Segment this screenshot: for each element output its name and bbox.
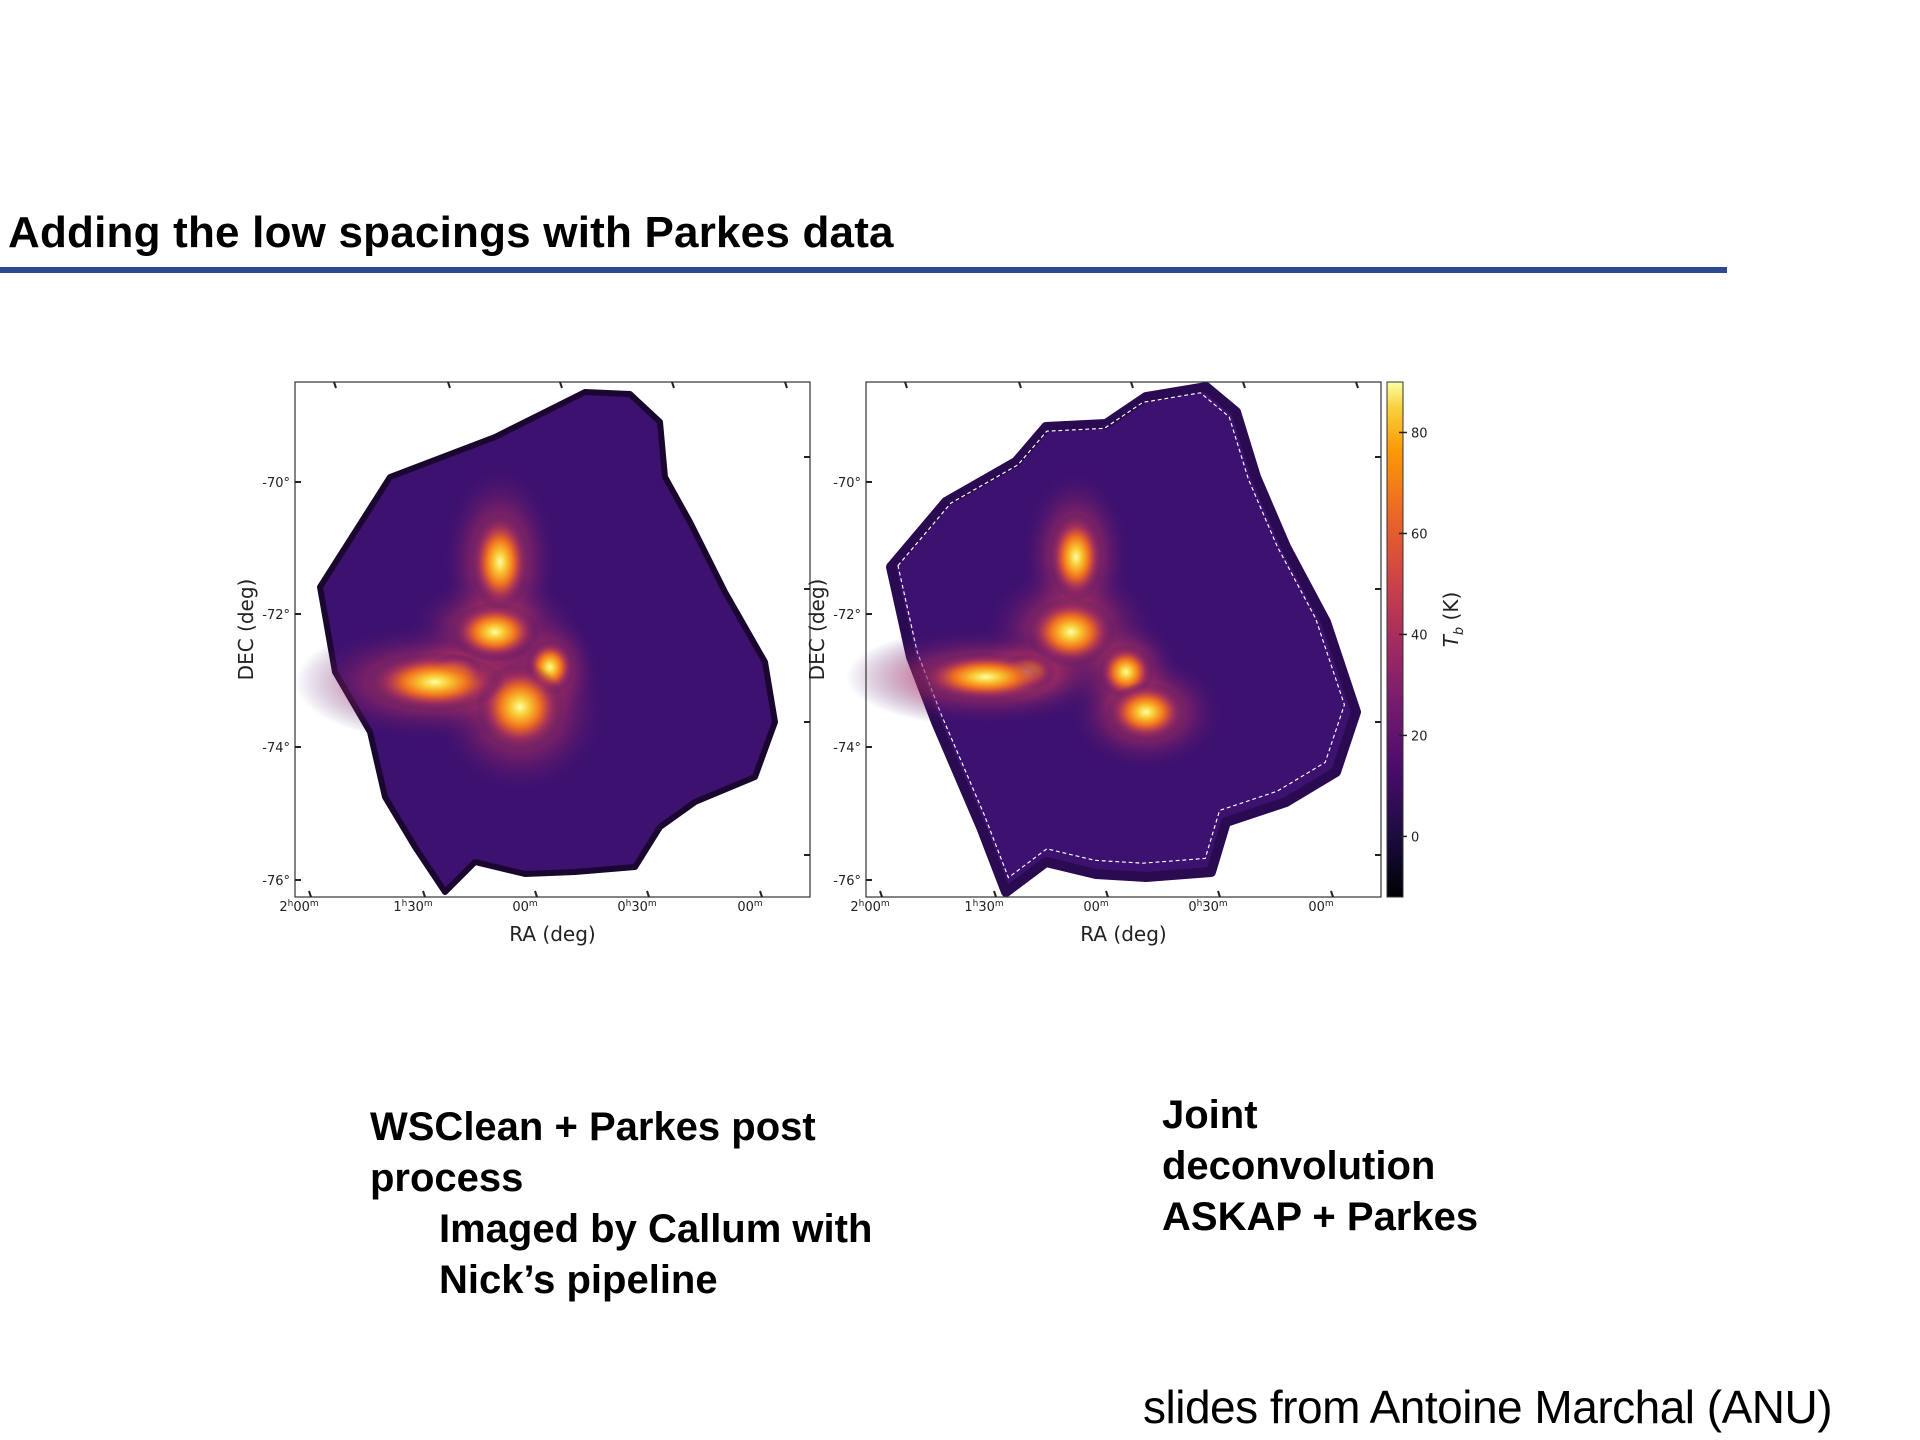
colorbar-tick-label: 20 — [1411, 729, 1428, 744]
y-axis-label: DEC (deg) — [234, 579, 258, 681]
colorbar — [1386, 381, 1404, 898]
y-axis-label: DEC (deg) — [805, 579, 829, 681]
x-axis-label: RA (deg) — [1080, 922, 1166, 946]
y-tick-label: -74° — [833, 741, 861, 756]
left-caption-sub-1: Imaged by Callum with — [439, 1207, 873, 1251]
title-underline — [0, 267, 1727, 273]
colorbar-tick-label: 60 — [1411, 527, 1428, 542]
colorbar-tick-label: 80 — [1411, 426, 1428, 441]
emission-core — [1026, 597, 1116, 667]
left-caption-line-1: WSClean + Parkes post — [370, 1105, 816, 1149]
colorbar-tick-label: 0 — [1411, 830, 1419, 845]
right-panel: -70° -72° -74° -76° 2h00m 1h30m 00m 0h30m 00m RA … — [805, 381, 1467, 946]
emission-core — [1106, 682, 1186, 742]
x-tick-label: 0h30m — [1188, 899, 1227, 915]
x-tick-mark — [1217, 890, 1221, 898]
x-tick-mark-top — [1018, 381, 1022, 389]
left-caption-line-2: process — [370, 1156, 524, 1200]
x-tick-mark-top — [904, 381, 908, 389]
right-caption-line-1: Joint — [1162, 1093, 1258, 1137]
x-tick-label: 2h00m — [850, 899, 889, 915]
x-tick-mark — [646, 890, 650, 898]
right-caption-line-3: ASKAP + Parkes — [1162, 1195, 1479, 1239]
emission-core — [365, 652, 505, 712]
emission-core — [916, 652, 1056, 702]
x-tick-label: 1h30m — [964, 899, 1003, 915]
left-panel: -70° -72° -74° -76° 2h00m 1h30m 00m 0h30m 00m RA … — [234, 381, 811, 946]
y-tick-label: -72° — [833, 608, 861, 623]
x-axis-label: RA (deg) — [509, 922, 595, 946]
left-caption: WSClean + Parkes post process Imaged by … — [370, 1102, 930, 1306]
x-tick-mark — [1330, 890, 1334, 898]
x-tick-label: 00m — [1083, 899, 1108, 915]
y-tick-label: -70° — [833, 476, 861, 491]
x-tick-label: 1h30m — [393, 899, 432, 915]
emission-core — [470, 512, 530, 612]
panel-frame — [865, 381, 1382, 898]
hi-maps-figure: -70° -72° -74° -76° 2h00m 1h30m 00m 0h30m 00m RA … — [234, 381, 1467, 946]
left-caption-sub-2: Nick’s pipeline — [439, 1258, 718, 1302]
x-tick-label: 0h30m — [617, 899, 656, 915]
x-tick-label: 00m — [1308, 899, 1333, 915]
x-tick-mark-top — [333, 381, 337, 389]
y-tick-label: -74° — [262, 741, 290, 756]
x-tick-mark-top — [671, 381, 675, 389]
x-tick-mark-top — [1130, 381, 1134, 389]
x-tick-mark — [308, 890, 312, 898]
footprint-contour — [897, 392, 1346, 879]
x-tick-mark — [879, 890, 883, 898]
panel-frame — [294, 381, 811, 898]
x-tick-label: 00m — [512, 899, 537, 915]
x-tick-mark-top — [559, 381, 563, 389]
y-tick-label: -70° — [262, 476, 290, 491]
slide-title: Adding the low spacings with Parkes data — [8, 208, 894, 257]
emission-core — [450, 602, 540, 662]
x-tick-mark-top — [1242, 381, 1246, 389]
x-tick-mark — [1105, 890, 1109, 898]
colorbar-label: Tb (K) — [1439, 592, 1467, 648]
y-tick-label: -72° — [262, 608, 290, 623]
x-tick-mark — [993, 890, 997, 898]
y-tick-label: -76° — [833, 874, 861, 889]
x-tick-mark — [422, 890, 426, 898]
right-caption: Joint deconvolution ASKAP + Parkes — [1162, 1090, 1562, 1243]
x-tick-label: 2h00m — [279, 899, 318, 915]
right-caption-line-2: deconvolution — [1162, 1144, 1436, 1188]
x-tick-mark-top — [447, 381, 451, 389]
figure-pair: -70° -72° -74° -76° 2h00m 1h30m 00m 0h30m 00m RA … — [210, 370, 1730, 1080]
emission-core — [1048, 512, 1104, 602]
x-tick-mark-top — [784, 381, 788, 389]
x-tick-mark — [534, 890, 538, 898]
colorbar-tick-label: 40 — [1411, 628, 1428, 643]
x-tick-mark-top — [1355, 381, 1359, 389]
x-tick-mark — [759, 890, 763, 898]
y-tick-label: -76° — [262, 874, 290, 889]
slide-credit: slides from Antoine Marchal (ANU) — [1143, 1381, 1833, 1433]
x-tick-label: 00m — [737, 899, 762, 915]
